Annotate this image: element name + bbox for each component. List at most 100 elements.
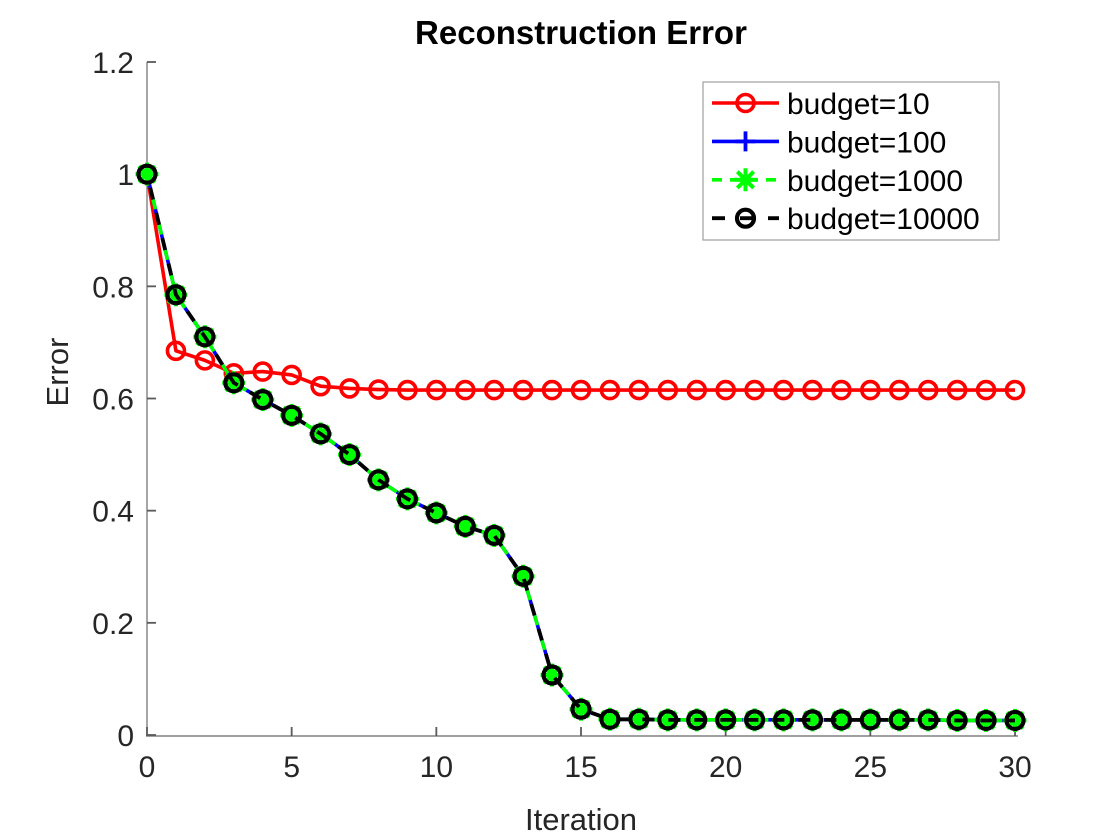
marker-asterisk — [734, 168, 757, 192]
legend: budget=10 budget=100 budget=1000 budget=100… — [702, 81, 1000, 241]
marker-circle — [454, 515, 476, 537]
marker-plus — [735, 131, 756, 152]
marker-circle — [715, 379, 736, 401]
legend-label: budget=10 — [787, 88, 930, 121]
marker-circle — [773, 379, 794, 401]
marker-circle — [888, 379, 910, 401]
marker-circle — [657, 709, 679, 731]
chart-title: Reconstruction Error — [415, 14, 747, 51]
series-line — [145, 173, 1015, 723]
y-tick-label: 0.4 — [92, 496, 134, 529]
y-tick-label: 1.2 — [92, 47, 134, 80]
marker-asterisk — [829, 708, 853, 732]
marker-asterisk — [338, 443, 362, 467]
marker-circle — [802, 379, 823, 401]
marker-asterisk — [540, 663, 564, 687]
marker-asterisk — [598, 707, 622, 731]
marker-circle — [599, 379, 621, 401]
marker-circle — [512, 565, 534, 587]
marker-circle — [368, 379, 389, 400]
marker-circle — [483, 524, 505, 546]
series-line — [145, 173, 1015, 723]
marker-asterisk — [916, 708, 940, 732]
series-markers — [135, 162, 1027, 732]
marker-circle — [281, 364, 302, 386]
marker-asterisk — [627, 707, 651, 731]
marker-circle — [136, 163, 158, 185]
axes: 0 5 10 15 20 25 30 0 0.2 0.4 0.6 0.8 1 1.2 — [92, 47, 1031, 784]
marker-circle — [454, 379, 476, 401]
series-budget=1000 — [135, 162, 1027, 732]
marker-circle — [541, 664, 563, 686]
marker-asterisk — [569, 697, 593, 721]
marker-asterisk — [424, 501, 448, 525]
marker-circle — [252, 361, 274, 382]
marker-circle — [1004, 379, 1026, 401]
marker-circle — [194, 326, 216, 348]
marker-circle — [512, 379, 534, 401]
marker-asterisk — [280, 403, 304, 427]
marker-circle — [165, 340, 187, 362]
marker-circle — [917, 709, 939, 731]
marker-circle — [338, 443, 361, 466]
marker-asterisk — [858, 708, 882, 732]
marker-circle — [281, 404, 303, 426]
y-tick-label: 0.6 — [92, 384, 134, 417]
marker-circle — [744, 379, 765, 401]
marker-circle — [830, 709, 853, 731]
y-tick-label: 0.2 — [92, 608, 134, 641]
legend-entry-budget=100: budget=100 — [712, 126, 946, 159]
marker-circle — [252, 389, 274, 411]
marker-circle — [946, 709, 968, 732]
marker-circle — [1004, 709, 1026, 732]
y-tick-label: 1 — [117, 159, 134, 192]
series-budget=10 — [136, 163, 1026, 401]
x-tick-label: 0 — [139, 751, 156, 784]
legend-label: budget=1000 — [787, 165, 963, 198]
x-tick-label: 30 — [998, 751, 1031, 784]
marker-circle — [743, 709, 766, 731]
marker-circle — [735, 92, 756, 114]
marker-circle — [570, 698, 592, 720]
marker-circle — [975, 379, 997, 401]
marker-asterisk — [887, 708, 911, 732]
marker-circle — [599, 708, 621, 730]
legend-entry-budget=10000: budget=10000 — [712, 203, 980, 236]
marker-circle — [194, 350, 216, 371]
series-budget=100 — [137, 164, 1025, 731]
legend-entry-budget=10: budget=10 — [712, 88, 930, 121]
marker-circle — [397, 379, 418, 401]
marker-circle — [946, 379, 968, 401]
series-markers — [136, 163, 1026, 401]
marker-asterisk — [251, 388, 275, 412]
series-line — [145, 173, 1015, 392]
marker-circle — [426, 379, 447, 401]
y-tick-label: 0.8 — [92, 271, 134, 304]
marker-circle — [859, 709, 881, 731]
x-tick-label: 20 — [709, 751, 742, 784]
marker-circle — [396, 488, 418, 510]
marker-circle — [310, 375, 331, 397]
marker-circle — [570, 379, 592, 401]
legend-entry-budget=1000: budget=1000 — [712, 165, 963, 198]
marker-circle — [686, 709, 708, 731]
marker-circle — [860, 379, 881, 401]
marker-circle — [339, 378, 360, 399]
marker-circle — [541, 379, 563, 401]
marker-asterisk — [453, 514, 477, 538]
x-tick-label: 25 — [854, 751, 887, 784]
marker-circle — [628, 708, 650, 730]
marker-asterisk — [482, 523, 506, 547]
marker-circle — [715, 709, 737, 731]
marker-circle — [483, 379, 505, 401]
marker-asterisk — [511, 564, 535, 588]
y-tick-label: 0 — [117, 720, 134, 753]
marker-asterisk — [800, 708, 824, 732]
marker-circle — [165, 284, 187, 306]
series-budget=10000 — [136, 163, 1026, 732]
marker-circle — [801, 709, 824, 731]
x-axis-label: Iteration — [524, 802, 637, 837]
legend-label: budget=100 — [787, 126, 946, 159]
